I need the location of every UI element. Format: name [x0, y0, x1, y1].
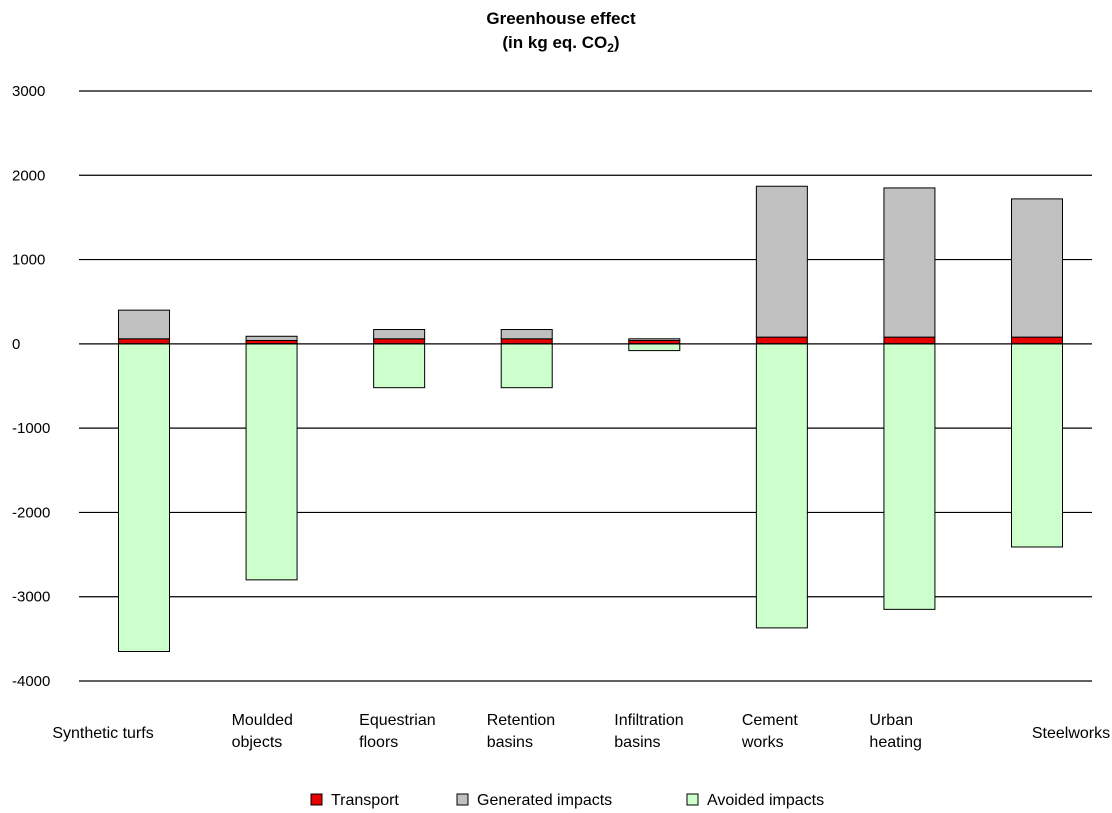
bar-avoided-impacts — [1011, 343, 1063, 548]
bar-avoided-impacts — [628, 343, 681, 352]
bar-generated-impacts — [1011, 198, 1063, 338]
subtitle-subscript: 2 — [607, 41, 614, 55]
category-label: Equestrian floors — [359, 712, 436, 751]
bar-transport — [500, 338, 553, 345]
y-tick-label: -3000 — [12, 589, 50, 606]
legend-label-generated-impacts: Generated impacts — [477, 792, 612, 809]
bar-transport — [883, 336, 936, 345]
bar-generated-impacts — [118, 309, 170, 340]
y-tick-label: -1000 — [12, 420, 50, 437]
category-label: Infiltration basins — [614, 712, 683, 751]
category-label: Retention basins — [487, 712, 556, 751]
bar-generated-impacts — [500, 329, 553, 340]
y-tick-label: 2000 — [12, 167, 45, 184]
category-label: Cement works — [741, 712, 799, 751]
y-tick-label: -2000 — [12, 504, 50, 521]
category-label: Moulded objects — [232, 712, 293, 751]
bar-generated-impacts — [883, 187, 936, 338]
bar-transport — [373, 338, 426, 345]
bar-layer — [118, 185, 1063, 652]
category-label: Urban heating — [869, 712, 922, 751]
bar-generated-impacts — [373, 329, 426, 340]
bar-generated-impacts — [628, 338, 681, 341]
chart-title: Greenhouse effect — [486, 9, 636, 28]
bar-avoided-impacts — [373, 343, 426, 389]
chart-subtitle: (in kg eq. CO2) — [502, 33, 619, 55]
bar-avoided-impacts — [500, 343, 553, 389]
legend-swatch-transport — [310, 793, 323, 806]
category-label: Steelworks — [1032, 725, 1110, 742]
bar-transport — [755, 336, 808, 345]
category-label: Synthetic turfs — [52, 725, 153, 742]
y-tick-label: 1000 — [12, 252, 45, 269]
y-tick-label: -4000 — [12, 673, 50, 690]
bar-avoided-impacts — [755, 343, 808, 629]
legend-label-transport: Transport — [331, 792, 399, 809]
y-tick-label: 3000 — [12, 83, 45, 100]
y-tick-label: 0 — [12, 336, 20, 353]
bar-avoided-impacts — [118, 343, 170, 652]
bar-avoided-impacts — [245, 343, 298, 581]
category-labels: Synthetic turfs Moulded objects Equestrian f… — [52, 712, 1110, 751]
legend-label-avoided-impacts: Avoided impacts — [707, 792, 824, 809]
bar-generated-impacts — [755, 185, 808, 338]
subtitle-suffix: ) — [614, 33, 620, 52]
legend: Transport Generated impacts Avoided impact… — [310, 792, 824, 809]
legend-swatch-avoided-impacts — [686, 793, 699, 806]
bar-transport — [1011, 336, 1063, 345]
bar-generated-impacts — [245, 335, 298, 341]
legend-swatch-generated-impacts — [456, 793, 469, 806]
bar-avoided-impacts — [883, 343, 936, 610]
bar-transport — [118, 338, 170, 345]
subtitle-prefix: (in kg eq. CO — [502, 33, 607, 52]
